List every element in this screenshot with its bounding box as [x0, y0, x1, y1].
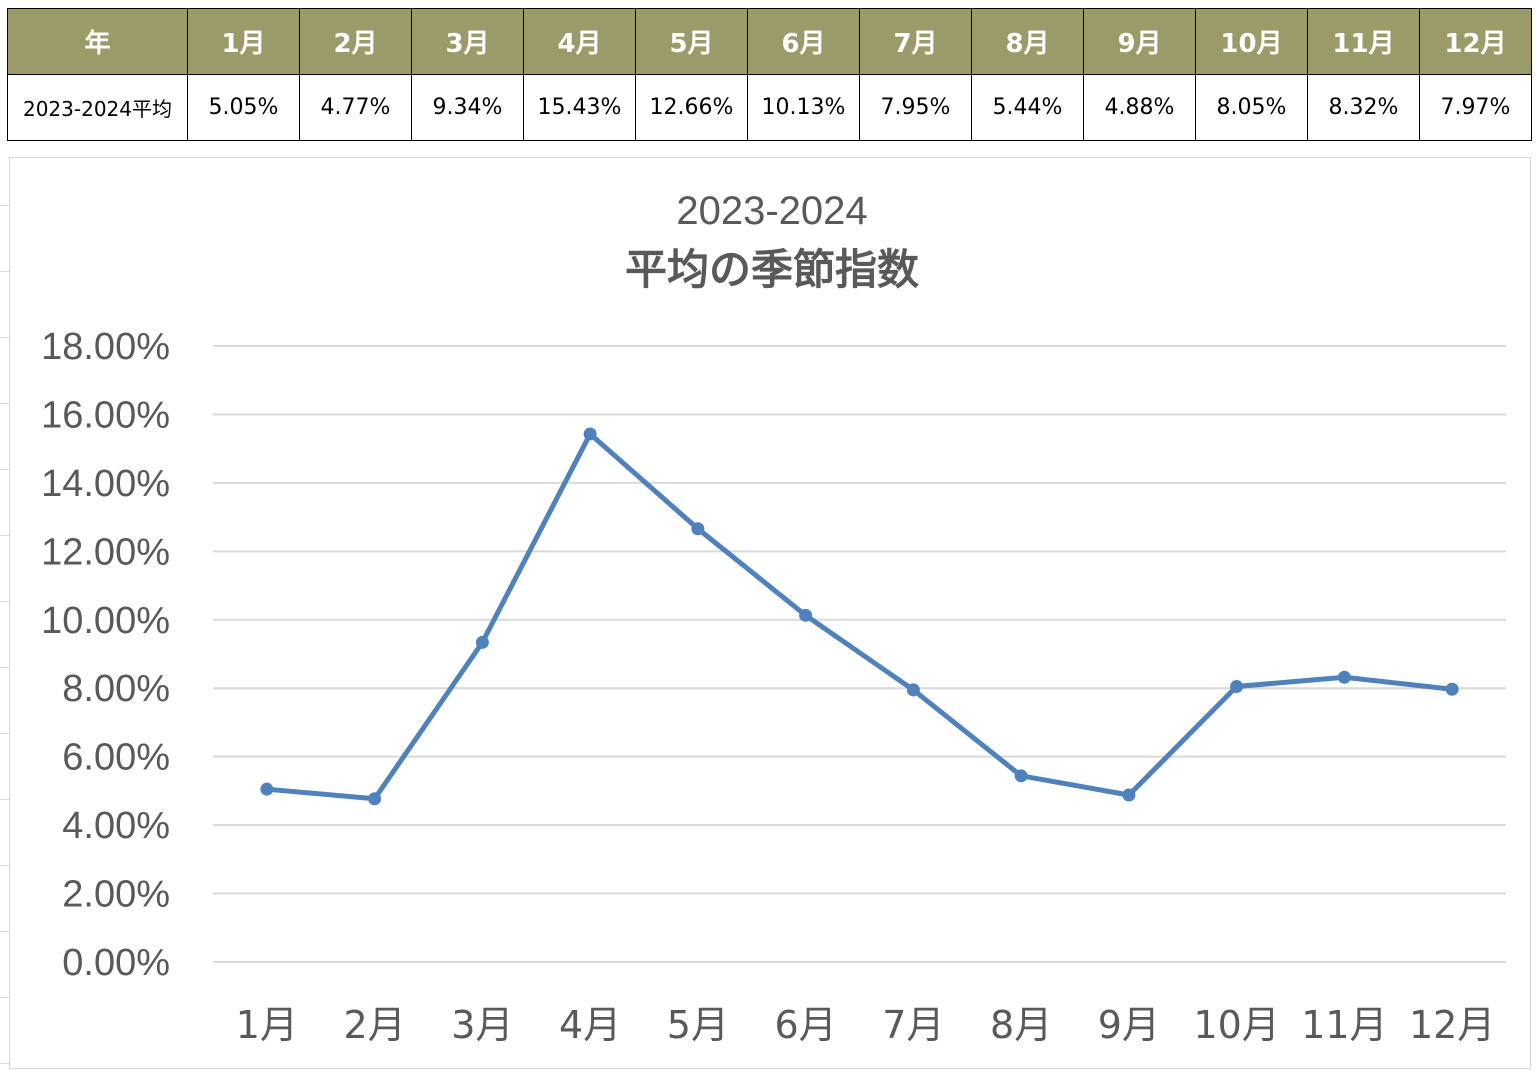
- y-tick-label: 4.00%: [62, 805, 170, 847]
- header-cell-month[interactable]: 8月: [971, 8, 1084, 75]
- header-cell-month[interactable]: 1月: [187, 8, 300, 75]
- chart-title-line1: 2023-2024: [676, 189, 867, 233]
- y-tick-label: 2.00%: [62, 874, 170, 916]
- value-cell[interactable]: 5.05%: [187, 74, 300, 141]
- table-header-row: 年 1月 2月 3月 4月 5月 6月 7月 8月 9月 10月 11月 12月: [7, 8, 1532, 75]
- sheet-gridline: [0, 535, 10, 536]
- y-tick-label: 14.00%: [41, 463, 170, 505]
- data-point[interactable]: [1337, 670, 1351, 684]
- header-cell-month[interactable]: 11月: [1307, 8, 1420, 75]
- value-cell[interactable]: 7.95%: [859, 74, 972, 141]
- value-cell[interactable]: 9.34%: [411, 74, 524, 141]
- header-cell-year[interactable]: 年: [7, 8, 188, 75]
- header-cell-month[interactable]: 6月: [747, 8, 860, 75]
- x-tick-label: 5月: [667, 1003, 729, 1047]
- value-cell[interactable]: 8.05%: [1195, 74, 1308, 141]
- data-point[interactable]: [906, 683, 920, 697]
- x-tick-label: 1月: [236, 1003, 298, 1047]
- sheet-gridline: [0, 205, 10, 206]
- x-tick-label: 11月: [1301, 1003, 1387, 1047]
- value-cell[interactable]: 4.77%: [299, 74, 412, 141]
- x-tick-label: 10月: [1193, 1003, 1279, 1047]
- sheet-gridline: [0, 667, 10, 668]
- sheet-gridline: [0, 931, 10, 932]
- header-cell-month[interactable]: 9月: [1083, 8, 1196, 75]
- x-tick-label: 2月: [344, 1003, 406, 1047]
- y-tick-label: 12.00%: [41, 531, 170, 573]
- x-tick-label: 4月: [559, 1003, 621, 1047]
- gridlines: [213, 345, 1506, 963]
- sheet-gridline: [0, 733, 10, 734]
- header-cell-month[interactable]: 3月: [411, 8, 524, 75]
- y-tick-label: 0.00%: [62, 942, 170, 984]
- chart-area[interactable]: 2023-2024 平均の季節指数 0.00% 2.00% 4.00% 6.00% 8.…: [9, 157, 1531, 1069]
- sheet-gridline: [0, 469, 10, 470]
- series-line-path: [264, 431, 1455, 802]
- y-axis-tick-labels: 0.00% 2.00% 4.00% 6.00% 8.00% 10.00% 12.00% 14.…: [41, 326, 170, 984]
- header-cell-month[interactable]: 12月: [1419, 8, 1532, 75]
- x-tick-label: 7月: [882, 1003, 944, 1047]
- header-cell-month[interactable]: 5月: [635, 8, 748, 75]
- data-point[interactable]: [475, 635, 489, 649]
- sheet-gridline: [0, 1063, 10, 1064]
- y-tick-label: 18.00%: [41, 326, 170, 368]
- sheet-gridline: [0, 271, 10, 272]
- seasonal-index-table: 年 1月 2月 3月 4月 5月 6月 7月 8月 9月 10月 11月 12月…: [7, 8, 1532, 141]
- x-axis-category-labels: 1月 2月 3月 4月 5月 6月 7月 8月 9月 10月 11月 12月: [236, 1003, 1496, 1047]
- y-tick-label: 6.00%: [62, 737, 170, 779]
- data-point[interactable]: [799, 608, 813, 622]
- sheet-gridline: [0, 337, 10, 338]
- x-tick-label: 9月: [1098, 1003, 1160, 1047]
- y-tick-label: 10.00%: [41, 600, 170, 642]
- data-point[interactable]: [1230, 680, 1244, 694]
- series-line: [260, 427, 1459, 806]
- data-point[interactable]: [1122, 788, 1136, 802]
- sheet-gridline: [0, 799, 10, 800]
- data-point[interactable]: [1014, 769, 1028, 783]
- chart-title-line2: 平均の季節指数: [625, 246, 919, 293]
- header-cell-month[interactable]: 7月: [859, 8, 972, 75]
- value-cell[interactable]: 7.97%: [1419, 74, 1532, 141]
- value-cell[interactable]: 10.13%: [747, 74, 860, 141]
- value-cell[interactable]: 8.32%: [1307, 74, 1420, 141]
- x-tick-label: 3月: [451, 1003, 513, 1047]
- header-cell-month[interactable]: 10月: [1195, 8, 1308, 75]
- data-point[interactable]: [691, 522, 705, 536]
- x-tick-label: 6月: [775, 1003, 837, 1047]
- sheet-gridline: [0, 403, 10, 404]
- value-cell[interactable]: 15.43%: [523, 74, 636, 141]
- sheet-gridline: [0, 865, 10, 866]
- x-tick-label: 12月: [1409, 1003, 1495, 1047]
- x-tick-label: 8月: [990, 1003, 1052, 1047]
- data-point[interactable]: [1445, 682, 1459, 696]
- value-cell[interactable]: 4.88%: [1083, 74, 1196, 141]
- header-cell-month[interactable]: 4月: [523, 8, 636, 75]
- line-chart: 2023-2024 平均の季節指数 0.00% 2.00% 4.00% 6.00% 8.…: [41, 189, 1506, 1047]
- row-label-cell[interactable]: 2023-2024平均: [7, 74, 188, 141]
- value-cell[interactable]: 5.44%: [971, 74, 1084, 141]
- sheet-gridline: [0, 997, 10, 998]
- value-cell[interactable]: 12.66%: [635, 74, 748, 141]
- y-tick-label: 16.00%: [41, 394, 170, 436]
- y-tick-label: 8.00%: [62, 668, 170, 710]
- data-point[interactable]: [260, 782, 274, 796]
- header-cell-month[interactable]: 2月: [299, 8, 412, 75]
- table-row: 2023-2024平均 5.05% 4.77% 9.34% 15.43% 12.…: [7, 74, 1532, 141]
- data-point[interactable]: [583, 427, 597, 441]
- sheet-gridline: [0, 601, 10, 602]
- data-point[interactable]: [368, 792, 382, 806]
